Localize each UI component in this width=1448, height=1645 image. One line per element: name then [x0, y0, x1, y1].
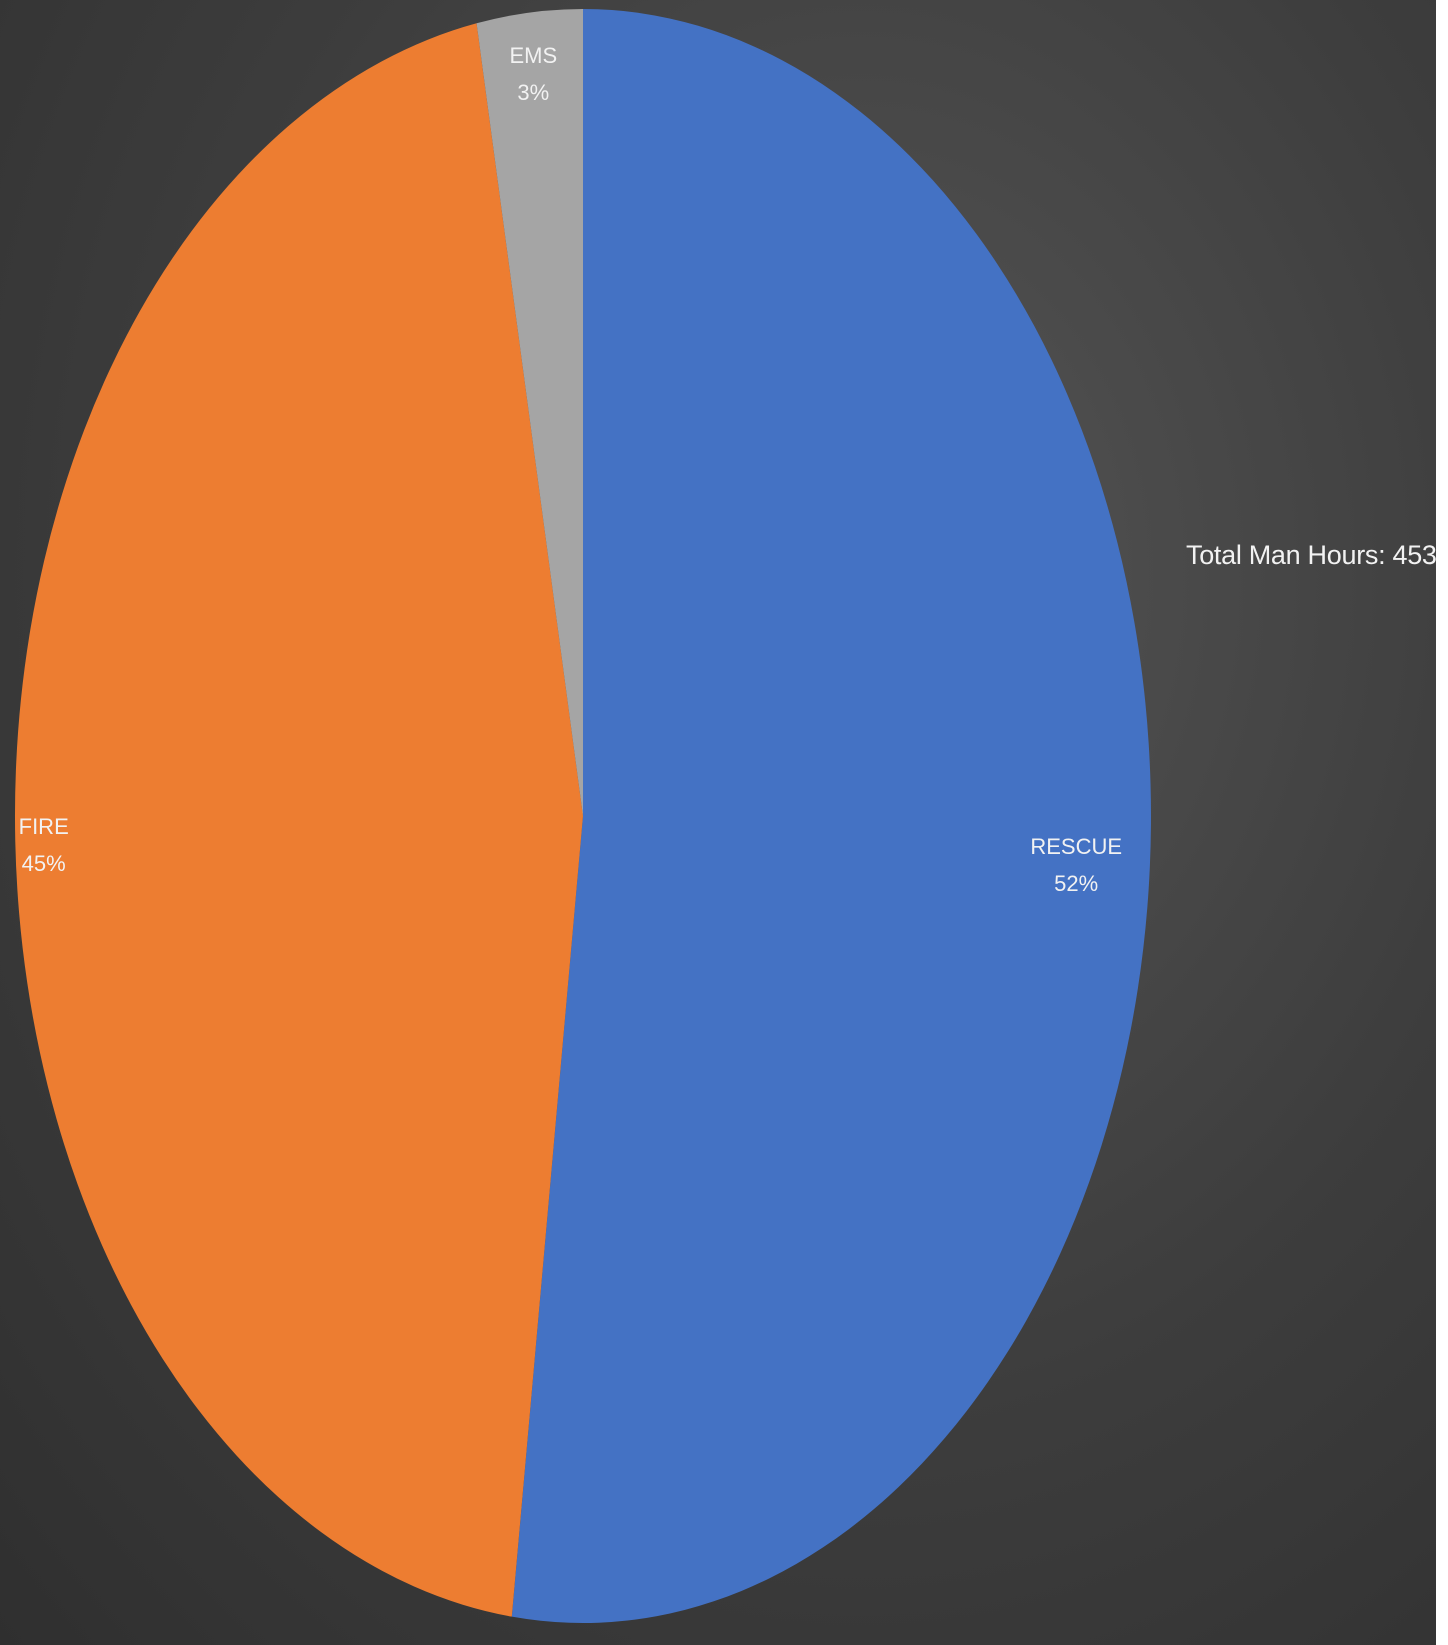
- slice-label-fire: FIRE 45%: [19, 814, 69, 876]
- pie-slice-ems: [476, 9, 583, 816]
- pie-slice-fire: [14, 23, 583, 1617]
- slice-label-rescue: RESCUE 52%: [1030, 834, 1122, 896]
- total-man-hours-annotation: Total Man Hours: 4531: [1186, 540, 1436, 570]
- slice-percent-rescue: 52%: [1054, 871, 1098, 896]
- page-margin: [1436, 0, 1448, 1645]
- slice-label-ems: EMS 3%: [509, 43, 557, 105]
- slice-percent-ems: 3%: [517, 80, 549, 105]
- pie-slice-rescue: [511, 9, 1151, 1624]
- slice-category-fire: FIRE: [19, 814, 69, 839]
- pie-labels: RESCUE 52% FIRE 45% EMS 3%: [19, 43, 1122, 896]
- slice-category-ems: EMS: [509, 43, 557, 68]
- slice-category-rescue: RESCUE: [1030, 834, 1122, 859]
- slice-percent-fire: 45%: [22, 851, 66, 876]
- pie-slices: [14, 9, 1151, 1624]
